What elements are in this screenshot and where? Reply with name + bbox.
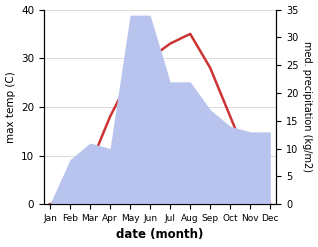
X-axis label: date (month): date (month) [116, 228, 204, 242]
Y-axis label: max temp (C): max temp (C) [5, 71, 16, 143]
Y-axis label: med. precipitation (kg/m2): med. precipitation (kg/m2) [302, 41, 313, 172]
